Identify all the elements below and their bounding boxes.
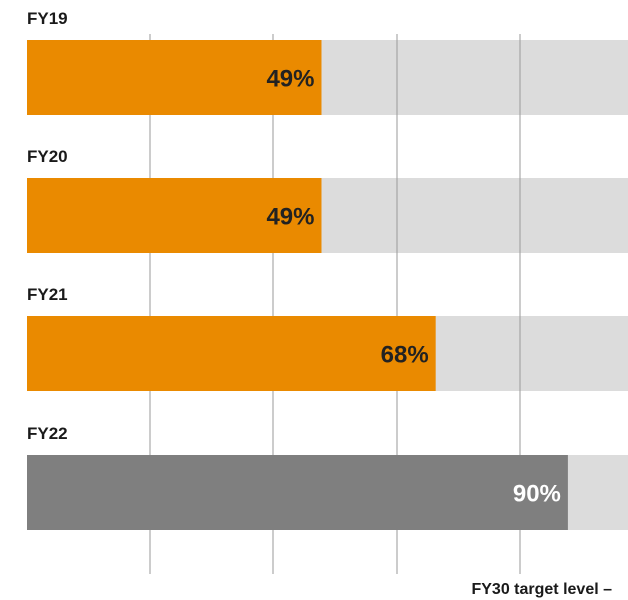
value-label-fy19: 49% — [266, 66, 314, 93]
labels: FY19 49% FY20 49% FY21 68% FY22 90% — [27, 9, 561, 508]
category-label-fy22: FY22 — [27, 424, 68, 443]
value-label-fy22: 90% — [513, 481, 561, 508]
bar-fy20 — [27, 178, 322, 253]
bar-fy22 — [27, 455, 568, 530]
target-annotation: FY30 target level – — [471, 581, 612, 598]
bar-fy21 — [27, 316, 436, 391]
value-label-fy20: 49% — [266, 204, 314, 231]
category-label-fy20: FY20 — [27, 147, 68, 166]
category-label-fy19: FY19 — [27, 9, 68, 28]
value-label-fy21: 68% — [381, 342, 429, 369]
category-label-fy21: FY21 — [27, 285, 68, 304]
bar-fy19 — [27, 40, 322, 115]
bars — [27, 40, 568, 530]
